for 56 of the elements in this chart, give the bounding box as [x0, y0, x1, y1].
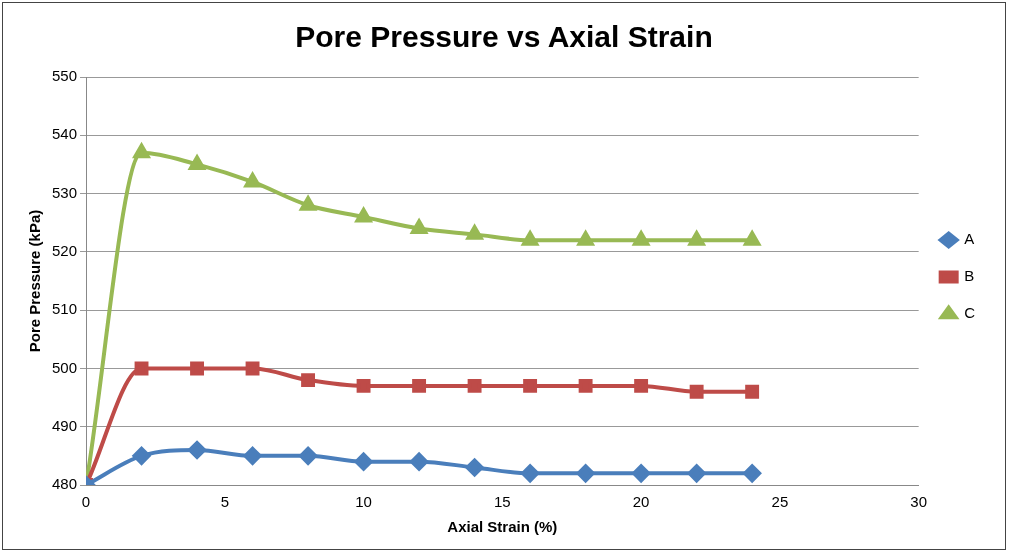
legend-label: B: [964, 267, 975, 285]
point: [243, 446, 262, 465]
point: [633, 231, 650, 246]
point: [688, 231, 705, 246]
point: [190, 361, 204, 376]
point: [467, 378, 482, 393]
x-tick-label: 10: [355, 493, 372, 511]
point: [576, 464, 595, 483]
x-tick-label: 5: [220, 493, 229, 511]
point: [244, 172, 261, 188]
point: [134, 361, 149, 376]
point: [356, 378, 371, 393]
point: [299, 446, 318, 465]
point: [521, 464, 540, 483]
y-tick-label: 480: [52, 475, 78, 493]
point: [687, 464, 706, 483]
point: [466, 225, 483, 240]
point: [689, 384, 704, 399]
point: [354, 452, 373, 471]
x-axis-title: Axial Strain (%): [447, 518, 558, 536]
x-tick-label: 15: [494, 493, 511, 511]
point: [410, 452, 429, 471]
point: [632, 464, 651, 483]
point: [355, 207, 372, 223]
y-tick-label: 520: [52, 242, 78, 259]
x-tick-label: 30: [910, 493, 928, 511]
y-axis-title: Pore Pressure (kPa): [26, 209, 44, 353]
point: [245, 361, 260, 376]
legend-label: A: [964, 230, 975, 248]
point: [634, 378, 649, 393]
point: [412, 378, 427, 393]
legend-label: C: [964, 304, 976, 322]
point: [743, 464, 762, 483]
chart-title: Pore Pressure vs Axial Strain: [295, 20, 713, 54]
point: [300, 196, 317, 211]
point: [132, 141, 151, 159]
point: [132, 446, 151, 465]
point: [301, 373, 316, 388]
point: [188, 155, 206, 170]
point: [578, 378, 593, 393]
y-tick-label: 510: [52, 300, 78, 318]
point: [465, 458, 484, 477]
x-tick-label: 0: [81, 493, 91, 511]
y-tick-label: 530: [52, 183, 78, 201]
y-tick-label: 490: [52, 416, 78, 434]
point: [744, 231, 761, 246]
x-tick-label: 20: [632, 493, 650, 511]
point: [188, 441, 207, 460]
point: [745, 384, 760, 399]
y-tick-label: 500: [52, 358, 78, 376]
point: [523, 378, 538, 393]
point: [522, 231, 539, 246]
x-tick-label: 25: [771, 493, 789, 511]
point: [577, 231, 594, 246]
y-tick-label: 540: [52, 125, 78, 143]
y-tick-label: 550: [52, 67, 78, 85]
